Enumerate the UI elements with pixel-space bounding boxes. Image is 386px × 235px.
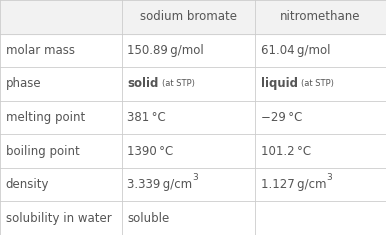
Text: liquid: liquid (261, 77, 298, 90)
Text: molar mass: molar mass (6, 44, 75, 57)
Text: 1390 °C: 1390 °C (127, 145, 174, 158)
Text: 3: 3 (193, 173, 198, 182)
Text: nitromethane: nitromethane (280, 10, 361, 23)
Text: sodium bromate: sodium bromate (140, 10, 237, 23)
Text: melting point: melting point (6, 111, 85, 124)
Text: soluble: soluble (127, 212, 169, 225)
Text: solubility in water: solubility in water (6, 212, 112, 225)
Text: 381 °C: 381 °C (127, 111, 166, 124)
Text: boiling point: boiling point (6, 145, 80, 158)
Text: −29 °C: −29 °C (261, 111, 302, 124)
Bar (0, 0, 386, 34)
Text: (at STP): (at STP) (301, 79, 334, 88)
Text: density: density (6, 178, 49, 191)
Text: solid: solid (127, 77, 159, 90)
Text: (at STP): (at STP) (162, 79, 195, 88)
Text: 3: 3 (326, 173, 332, 182)
Text: 1.127 g/cm: 1.127 g/cm (261, 178, 326, 191)
Text: phase: phase (6, 77, 41, 90)
Text: 101.2 °C: 101.2 °C (261, 145, 311, 158)
Text: 61.04 g/mol: 61.04 g/mol (261, 44, 330, 57)
Text: 150.89 g/mol: 150.89 g/mol (127, 44, 204, 57)
Text: 3.339 g/cm: 3.339 g/cm (127, 178, 193, 191)
